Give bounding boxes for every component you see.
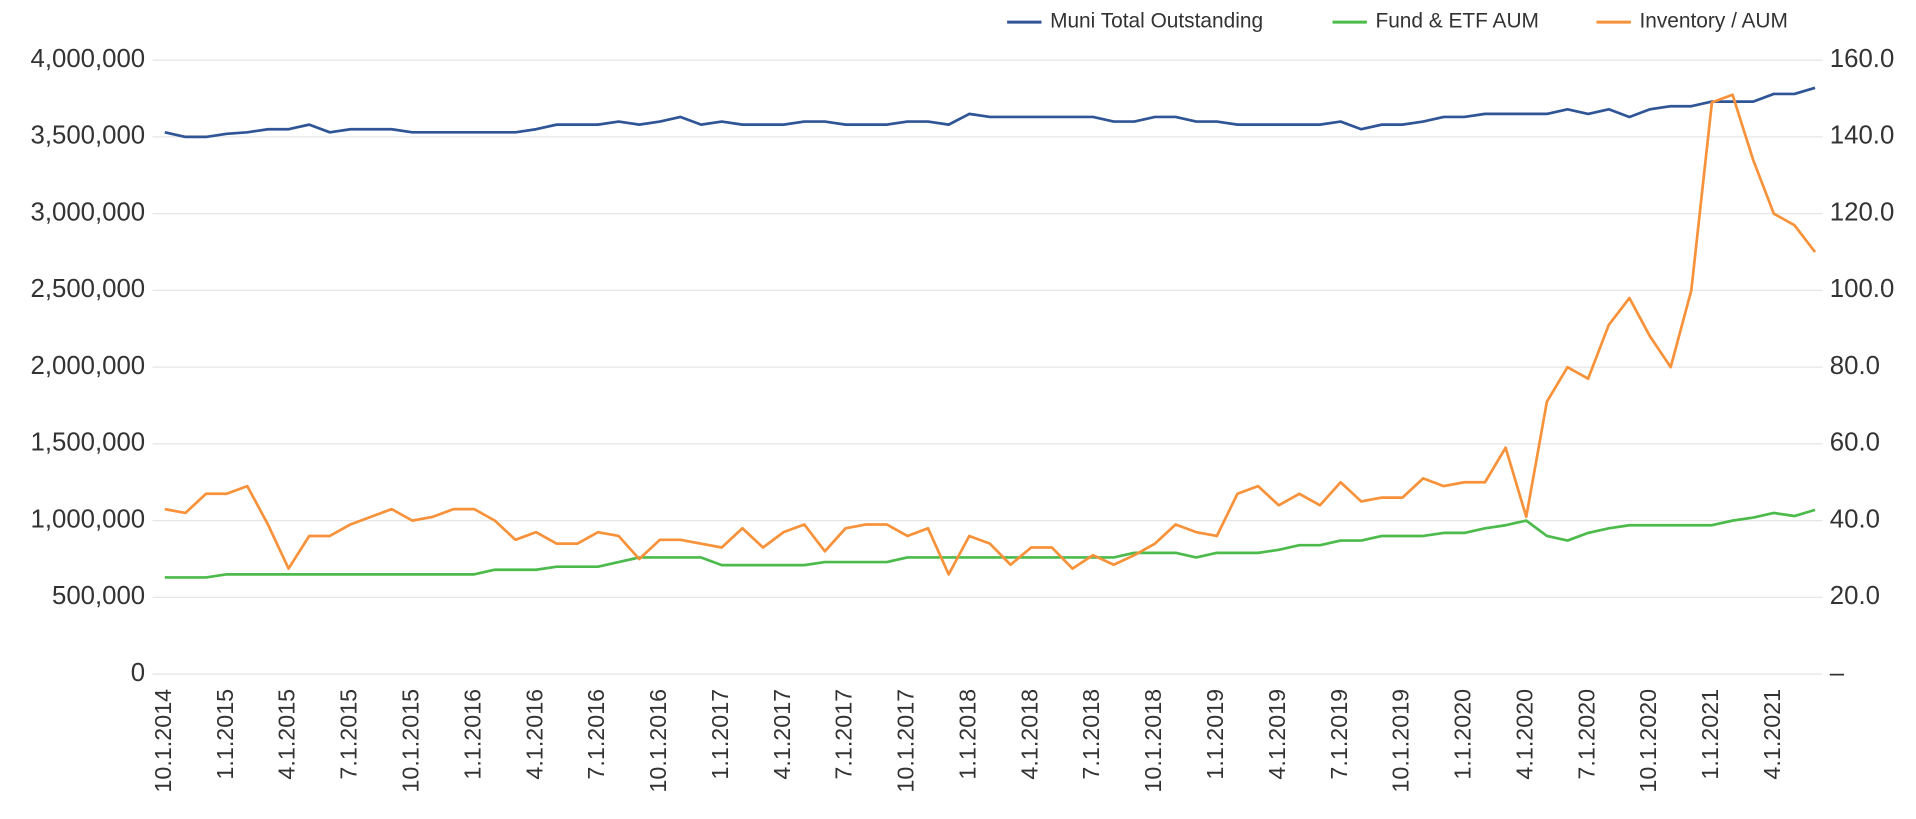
- x-tick-label: 10.1.2020: [1635, 689, 1661, 793]
- x-tick-label: 1.1.2018: [954, 689, 980, 780]
- y2-tick-label: 80.0: [1830, 352, 1880, 380]
- y-tick-label: 2,500,000: [31, 275, 146, 303]
- y-tick-label: 1,500,000: [31, 429, 146, 457]
- x-tick-label: 4.1.2020: [1511, 689, 1537, 780]
- y-tick-label: 1,000,000: [31, 505, 146, 533]
- x-tick-label: 4.1.2017: [769, 689, 795, 780]
- y2-tick-label: 60.0: [1830, 429, 1880, 457]
- x-tick-label: 7.1.2015: [336, 689, 362, 780]
- y-tick-label: 3,500,000: [31, 122, 146, 150]
- x-tick-label: 4.1.2019: [1264, 689, 1290, 780]
- x-tick-label: 7.1.2016: [583, 689, 609, 780]
- y-tick-label: 2,000,000: [31, 352, 146, 380]
- x-tick-label: 4.1.2015: [274, 689, 300, 780]
- y2-tick-label: 100.0: [1830, 275, 1894, 303]
- legend-label: Inventory / AUM: [1639, 10, 1787, 33]
- x-tick-label: 10.1.2014: [150, 689, 176, 793]
- x-tick-label: 4.1.2018: [1016, 689, 1042, 780]
- x-tick-label: 7.1.2019: [1326, 689, 1352, 780]
- x-tick-label: 10.1.2018: [1140, 689, 1166, 793]
- x-tick-label: 1.1.2015: [212, 689, 238, 780]
- x-tick-label: 1.1.2019: [1202, 689, 1228, 780]
- y-tick-label: 4,000,000: [31, 45, 146, 73]
- x-tick-label: 10.1.2015: [397, 689, 423, 793]
- x-tick-label: 7.1.2018: [1078, 689, 1104, 780]
- x-tick-label: 1.1.2021: [1697, 689, 1723, 780]
- x-tick-label: 7.1.2020: [1573, 689, 1599, 780]
- series-line: [164, 86, 1816, 139]
- y2-tick-label: 140.0: [1830, 122, 1894, 150]
- y-tick-label: 0: [131, 659, 145, 687]
- legend-label: Muni Total Outstanding: [1050, 10, 1263, 33]
- y2-tick-label: 20.0: [1830, 582, 1880, 610]
- y2-tick-label: 160.0: [1830, 45, 1894, 73]
- x-tick-label: 1.1.2020: [1450, 689, 1476, 780]
- y2-tick-label: 40.0: [1830, 505, 1880, 533]
- series-line: [164, 508, 1816, 579]
- x-tick-label: 1.1.2017: [707, 689, 733, 780]
- y2-tick-label: 120.0: [1830, 198, 1894, 226]
- x-tick-label: 10.1.2019: [1388, 689, 1414, 793]
- legend: Muni Total Outstanding Fund & ETF AUM Inve…: [1007, 10, 1788, 33]
- legend-label: Fund & ETF AUM: [1375, 10, 1538, 33]
- x-tick-label: 10.1.2017: [893, 689, 919, 793]
- x-tick-label: 1.1.2016: [459, 689, 485, 780]
- series-line: [164, 93, 1817, 576]
- y2-tick-label: –: [1830, 659, 1845, 687]
- x-tick-label: 10.1.2016: [645, 689, 671, 793]
- y-tick-label: 3,000,000: [31, 198, 146, 226]
- x-tick-label: 7.1.2017: [831, 689, 857, 780]
- x-tick-label: 4.1.2021: [1759, 689, 1785, 780]
- y-tick-label: 500,000: [52, 582, 145, 610]
- x-tick-label: 4.1.2016: [521, 689, 547, 780]
